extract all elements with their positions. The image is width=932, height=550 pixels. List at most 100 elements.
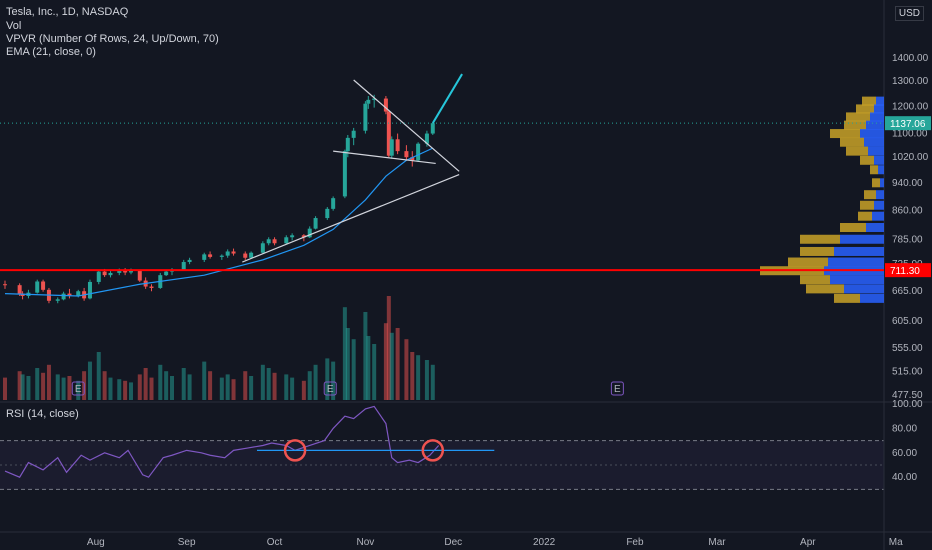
forecast-line xyxy=(431,73,463,124)
volume-bar-37 xyxy=(284,374,289,400)
time-axis[interactable]: Aug Sep Oct Nov Dec 2022 Feb Mar Apr Ma xyxy=(87,537,903,548)
candle-body-40 xyxy=(307,228,312,238)
price-tick-0: 1400.00 xyxy=(892,53,929,64)
volume-bar-26 xyxy=(187,374,192,400)
volume-bar-23 xyxy=(164,371,169,400)
candle-body-35 xyxy=(266,239,271,244)
candle-body-58 xyxy=(430,123,435,134)
vp-down-8 xyxy=(870,165,878,175)
candle-body-38 xyxy=(290,235,295,238)
earnings-marker-2 xyxy=(610,381,624,396)
ema-21-line xyxy=(4,147,434,297)
volume-bar-6 xyxy=(46,364,51,400)
candle-body-30 xyxy=(225,251,230,256)
price-tick-9: 665.00 xyxy=(892,286,923,297)
candle-body-42 xyxy=(325,208,330,219)
volume-bar-52 xyxy=(389,332,394,400)
volume-bar-17 xyxy=(123,380,128,400)
volume-bar-22 xyxy=(158,364,163,400)
price-tick-7: 785.00 xyxy=(892,234,923,245)
ema-line xyxy=(4,147,434,297)
candle-body-56 xyxy=(416,143,421,161)
volume-bar-15 xyxy=(108,377,113,400)
trendline-drawings[interactable] xyxy=(0,73,884,272)
vp-up-3 xyxy=(866,120,884,130)
trendline-2 xyxy=(242,174,460,263)
candle-body-21 xyxy=(149,286,154,288)
candle-body-36 xyxy=(272,239,277,244)
volume-profile xyxy=(760,96,884,303)
level-tag xyxy=(885,263,931,278)
vp-up-16 xyxy=(828,257,884,267)
vp-up-14 xyxy=(840,234,884,244)
candle-body-54 xyxy=(404,151,409,158)
vp-up-20 xyxy=(860,293,884,303)
vp-down-12 xyxy=(858,211,872,221)
time-tick-9: Ma xyxy=(889,537,903,548)
volume-bar-27 xyxy=(202,361,207,400)
volume-bar-28 xyxy=(208,371,213,400)
ema-indicator-label[interactable]: EMA (21, close, 0) xyxy=(6,46,96,58)
time-tick-0: Aug xyxy=(87,537,105,548)
time-tick-3: Nov xyxy=(356,537,374,548)
candle-body-2 xyxy=(20,293,25,296)
volume-bar-2 xyxy=(20,374,25,400)
volume-bar-4 xyxy=(35,368,40,400)
volume-bar-54 xyxy=(404,339,409,400)
vp-down-7 xyxy=(860,155,874,165)
volume-bar-12 xyxy=(87,361,92,400)
volume-bar-55 xyxy=(410,352,415,400)
vp-down-6 xyxy=(846,146,868,156)
volume-bar-14 xyxy=(102,371,107,400)
vp-down-19 xyxy=(806,284,844,294)
time-tick-1: Sep xyxy=(178,537,196,548)
vp-down-3 xyxy=(844,120,866,130)
time-tick-2: Oct xyxy=(267,537,283,548)
candle-body-18 xyxy=(128,269,133,273)
candle-body-34 xyxy=(260,243,265,253)
volume-bar-21 xyxy=(149,377,154,400)
vp-up-18 xyxy=(830,275,884,285)
rsi-tick-1: 80.00 xyxy=(892,423,917,434)
candle-body-45 xyxy=(345,137,350,152)
level-label: 711.30 xyxy=(890,266,920,277)
time-tick-7: Mar xyxy=(708,537,726,548)
rsi-tick-2: 60.00 xyxy=(892,448,917,459)
candle-body-23 xyxy=(164,271,169,276)
current-price-label: 1137.06 xyxy=(890,119,926,130)
volume-indicator-label[interactable]: Vol xyxy=(6,20,22,32)
vp-up-11 xyxy=(874,200,884,210)
candle-body-47 xyxy=(363,103,368,131)
volume-bar-9 xyxy=(67,376,72,400)
volume-bar-3 xyxy=(26,376,31,400)
volume-bar-50 xyxy=(383,323,388,400)
vp-down-18 xyxy=(800,275,830,285)
volume-bar-8 xyxy=(61,377,66,400)
vp-up-4 xyxy=(860,129,884,139)
volume-bar-5 xyxy=(41,372,46,400)
currency-button[interactable]: USD xyxy=(894,6,924,21)
vp-down-10 xyxy=(864,190,876,200)
candle-body-26 xyxy=(187,259,192,263)
rsi-indicator-label[interactable]: RSI (14, close) xyxy=(6,408,79,420)
vp-up-10 xyxy=(876,190,884,200)
volume-bar-57 xyxy=(424,360,429,400)
price-axis[interactable]: 1400.00 1300.00 1200.00 1100.00 1020.00 940.0… xyxy=(885,53,931,483)
volume-bar-36 xyxy=(272,372,277,400)
candle-body-44 xyxy=(342,151,347,197)
volume-bar-49 xyxy=(372,344,377,400)
vpvr-indicator-label[interactable]: VPVR (Number Of Rows, 24, Up/Down, 70) xyxy=(6,33,219,45)
vp-down-15 xyxy=(800,246,834,256)
candle-body-25 xyxy=(181,262,186,270)
candle-body-52 xyxy=(389,139,394,156)
rsi-pane xyxy=(4,405,495,478)
trendline-1 xyxy=(333,150,436,165)
volume-bar-40 xyxy=(307,371,312,400)
price-tick-1: 1300.00 xyxy=(892,76,929,87)
candle-body-10 xyxy=(76,291,81,296)
volume-bar-24 xyxy=(170,376,175,400)
candle-body-33 xyxy=(249,252,254,258)
earnings-marker-0 xyxy=(71,381,85,396)
